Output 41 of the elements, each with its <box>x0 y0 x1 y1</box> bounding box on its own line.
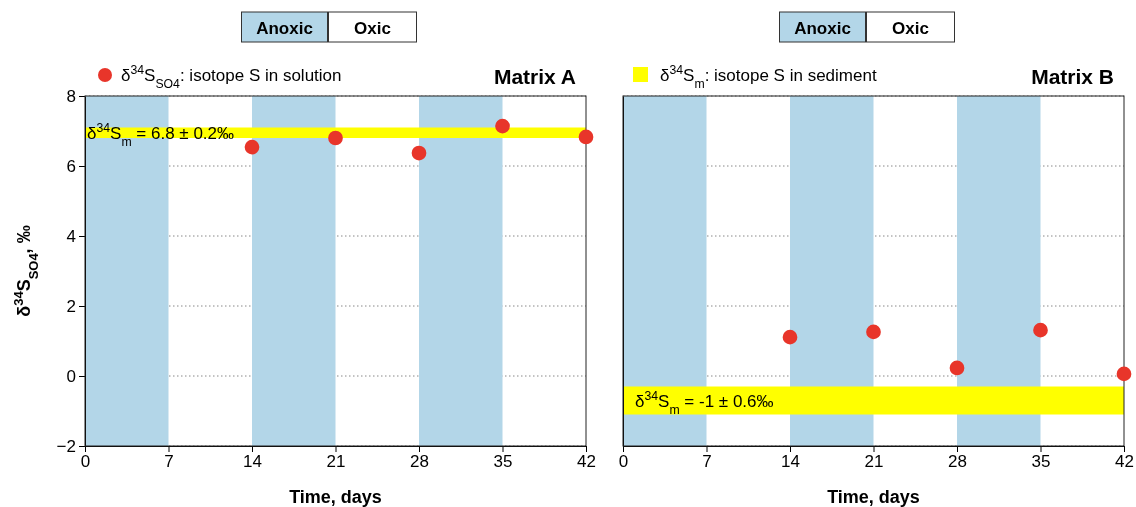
x-axis-title: Time, days <box>827 487 920 507</box>
text: Anoxic <box>256 19 313 38</box>
point <box>1033 322 1048 338</box>
point <box>495 118 510 134</box>
point <box>1116 366 1132 382</box>
x-tick-label: 7 <box>164 452 174 472</box>
x-tick-label: 14 <box>243 452 262 472</box>
x-tick-label: 0 <box>618 452 629 472</box>
y-tick-label: 2 <box>66 296 76 316</box>
point <box>328 130 343 146</box>
point <box>244 139 260 155</box>
y-tick-label: 0 <box>66 366 76 386</box>
x-tick-label: 42 <box>1115 452 1134 472</box>
x-tick-label: 28 <box>410 452 429 472</box>
point <box>782 329 798 345</box>
y-tick-label: 8 <box>66 86 76 106</box>
point <box>866 324 881 340</box>
point <box>949 360 965 376</box>
x-tick-label: 42 <box>577 452 596 472</box>
x-tick-label: 21 <box>864 452 884 472</box>
y-tick-label: 6 <box>66 156 76 176</box>
legend-label: δ$^{34}$S$_{SO4}$: isotope S in solution <box>121 63 342 91</box>
text: Oxic <box>892 19 929 38</box>
text: δ$^{34}$S$_{m}$: isotope S in sediment <box>660 63 877 91</box>
band-label: δ$^{34}$S$_{m}$ = -1 ± 0.6‰ <box>635 388 774 417</box>
x-tick-label: 21 <box>326 452 346 472</box>
y-tick-label: 4 <box>66 226 76 246</box>
point <box>578 129 594 145</box>
x-tick-label: 14 <box>781 452 800 472</box>
text: Anoxic <box>794 19 851 38</box>
x-tick-label: 35 <box>493 452 513 472</box>
x-axis-title: Time, days <box>289 487 382 507</box>
x-tick-label: 35 <box>1031 452 1051 472</box>
chart-title: Matrix B <box>1031 65 1114 88</box>
x-tick-label: 0 <box>80 452 91 472</box>
point <box>411 145 427 161</box>
x-tick-label: 28 <box>948 452 967 472</box>
text: Oxic <box>354 19 391 38</box>
chart-title: Matrix A <box>493 65 576 88</box>
y-tick-label: −2 <box>56 436 76 456</box>
x-tick-label: 7 <box>702 452 712 472</box>
